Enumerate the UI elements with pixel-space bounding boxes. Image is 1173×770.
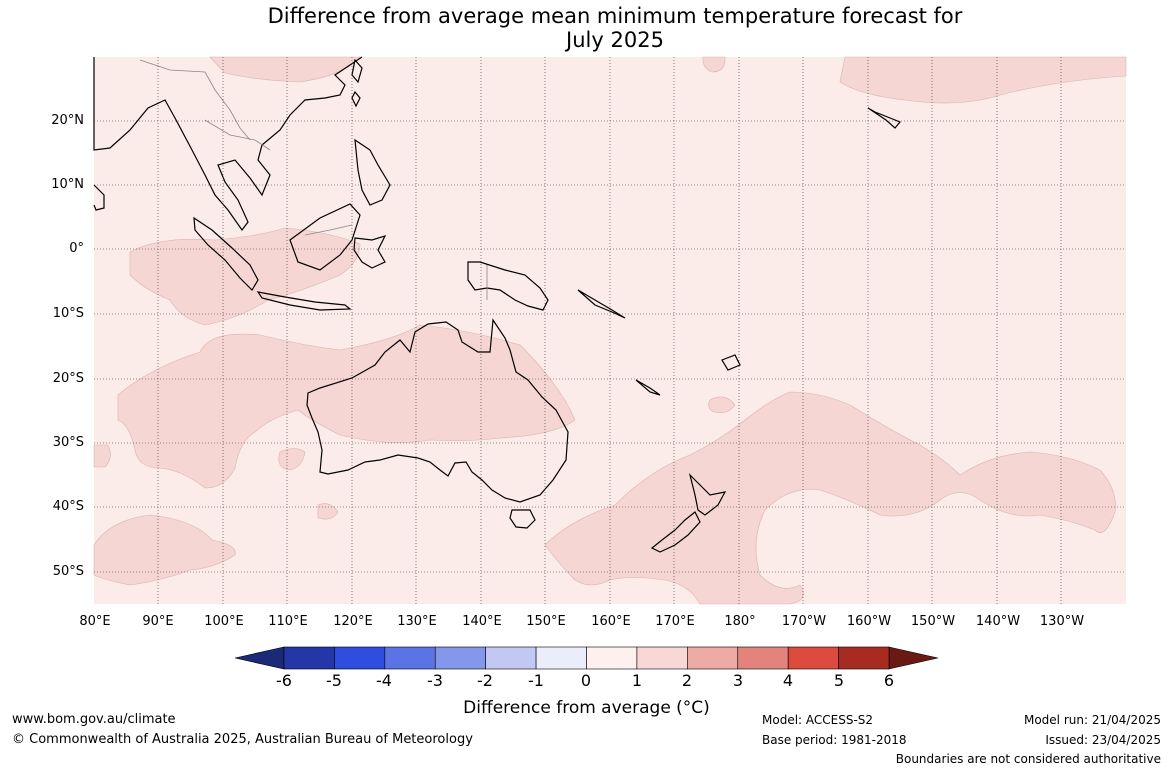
colorbar-tick-2: 2 [681,671,693,690]
lat-label-30s: 30°S [52,435,84,450]
footer-base-period: Base period: 1981-2018 [762,733,907,747]
tasmania-coast [509,509,536,529]
colorbar-segment-2-to-3 [687,646,739,670]
philippines-coast [354,138,391,206]
fiji-coast [721,354,741,371]
border-indochina [204,119,271,151]
lon-label-150e: 150°E [526,614,566,629]
coastlines [93,56,901,553]
lon-label-150w: 150°W [910,614,956,629]
asia-mainland-coast [93,56,363,232]
lon-label-140w: 140°W [975,614,1021,629]
footer-copyright: © Commonwealth of Australia 2025, Austra… [12,732,473,747]
colorbar-segment-5-to-6 [838,646,890,670]
sri-lanka-coast [93,184,105,211]
footer-disclaimer: Boundaries are not considered authoritat… [895,752,1161,766]
lat-label-10s: 10°S [52,306,84,321]
lon-label-160w: 160°W [846,614,892,629]
lon-label-100e: 100°E [204,614,244,629]
colorbar [234,646,939,670]
colorbar-tick-minus3: -3 [427,671,443,690]
colorbar-tick-3: 3 [732,671,744,690]
colorbar-tick-minus2: -2 [477,671,493,690]
colorbar-left-arrow [234,646,285,670]
colorbar-tick-minus6: -6 [276,671,292,690]
colorbar-segment--2-to--1 [485,646,537,670]
border-china-se-asia [139,59,251,141]
anomaly-region-southern-indian [93,514,236,586]
lon-label-120e: 120°E [333,614,373,629]
footer-model-run: Model run: 21/04/2025 [1023,713,1161,727]
anomaly-regions [93,56,1127,605]
anomaly-region-indian-equatorial [129,227,361,326]
footer-model: Model: ACCESS-S2 [762,713,874,727]
country-borders [139,59,488,300]
japan-coast [351,90,361,108]
anomaly-region-sw-small [93,444,111,468]
lon-label-80e: 80°E [79,614,111,629]
lat-label-10n: 10°N [51,177,84,192]
lat-label-0: 0° [69,241,84,256]
colorbar-segment-0-to-1 [586,646,638,670]
footer-url: www.bom.gov.au/climate [12,712,176,727]
anomaly-region-n-pacific-east [839,56,1127,104]
taiwan-coast [351,58,363,84]
new-caledonia-coast [635,379,661,396]
chart-title: Difference from average mean minimum tem… [0,4,1173,52]
solomon-islands-coast [577,289,626,319]
anomaly-region-small-north [702,56,726,73]
new-zealand-north-coast [688,473,727,516]
lon-label-170e: 170°E [655,614,695,629]
colorbar-tick-1: 1 [631,671,643,690]
java-coast [256,291,352,311]
australia-coast [306,318,569,503]
colorbar-tick-minus1: -1 [528,671,544,690]
anomaly-region-bight [317,503,339,520]
sulawesi-coast [353,235,387,269]
colorbar-tick-minus5: -5 [326,671,342,690]
colorbar-tick-0: 0 [580,671,592,690]
title-line-1: Difference from average mean minimum tem… [267,4,963,28]
border-borneo [304,224,353,236]
sumatra-coast [193,216,259,291]
colorbar-segment-3-to-4 [737,646,789,670]
lon-label-170w: 170°W [781,614,827,629]
lat-label-50s: 50°S [52,564,84,579]
colorbar-tick-6: 6 [883,671,895,690]
colorbar-right-arrow [888,646,939,670]
colorbar-label: Difference from average (°C) [463,698,710,718]
anomaly-region-indian-blob [278,448,306,471]
hawaii-coast [867,107,901,129]
title-line-2: July 2025 [566,28,664,52]
lon-label-180: 180° [724,614,756,629]
colorbar-segment-1-to-2 [636,646,688,670]
colorbar-tick-5: 5 [833,671,845,690]
colorbar-segment-4-to-5 [787,646,839,670]
lon-label-110e: 110°E [268,614,308,629]
new-guinea-coast [467,261,549,311]
anomaly-region-tasman-small [708,396,736,413]
lon-label-90e: 90°E [142,614,174,629]
lon-label-130w: 130°W [1039,614,1085,629]
colorbar-tick-4: 4 [782,671,794,690]
colorbar-segment--5-to--4 [334,646,386,670]
colorbar-segment--3-to--2 [434,646,486,670]
lon-label-140e: 140°E [462,614,502,629]
footer-issued: Issued: 23/04/2025 [1045,733,1161,747]
colorbar-segment--6-to--5 [283,646,335,670]
lat-label-20n: 20°N [51,113,84,128]
lat-label-20s: 20°S [52,371,84,386]
lat-label-40s: 40°S [52,499,84,514]
lon-label-130e: 130°E [397,614,437,629]
colorbar-segment--1-to-0 [535,646,587,670]
lon-label-160e: 160°E [591,614,631,629]
new-zealand-south-coast [650,511,701,553]
anomaly-region-australia-indian [117,324,576,489]
colorbar-tick-minus4: -4 [376,671,392,690]
colorbar-segment--4-to--3 [384,646,436,670]
graticule [94,57,1126,604]
anomaly-region-tasman-pacific [544,391,1116,605]
